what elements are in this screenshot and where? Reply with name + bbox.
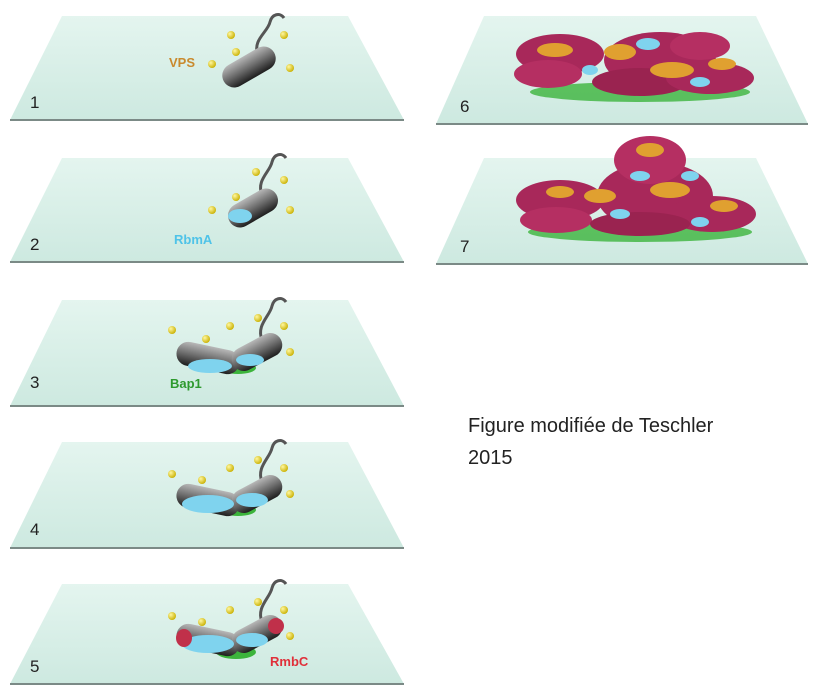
figure-caption: Figure modifiée de Teschler 2015 bbox=[468, 410, 808, 474]
label-vps: VPS bbox=[169, 55, 195, 70]
surface-plane-1 bbox=[10, 16, 404, 120]
vps-particles-4 bbox=[168, 456, 294, 498]
caption-line-1: Figure modifiée de Teschler bbox=[468, 415, 714, 437]
label-rmbc: RmbC bbox=[270, 654, 309, 669]
panel-7: 7 bbox=[436, 136, 808, 265]
flagellum-4 bbox=[259, 439, 288, 483]
panel-number-4: 4 bbox=[30, 520, 39, 539]
panel-number-2: 2 bbox=[30, 235, 39, 254]
rbma-coating-3b bbox=[236, 354, 264, 366]
panel-1: 1 VPS bbox=[10, 13, 404, 121]
flagellum-3 bbox=[259, 297, 288, 341]
vps-particles-5 bbox=[168, 598, 294, 640]
rmbc-cap-5b bbox=[268, 618, 284, 634]
flagellum-5 bbox=[259, 579, 288, 623]
biofilm-cluster-7 bbox=[516, 136, 756, 236]
vps-particles-3 bbox=[168, 314, 294, 356]
flagellum-1 bbox=[255, 13, 286, 56]
panel-number-3: 3 bbox=[30, 373, 39, 392]
panel-2: 2 RbmA bbox=[10, 153, 404, 263]
label-rbma: RbmA bbox=[174, 232, 213, 247]
panel-3: 3 Bap1 bbox=[10, 297, 404, 407]
label-bap1: Bap1 bbox=[170, 376, 202, 391]
panel-number-7: 7 bbox=[460, 237, 469, 256]
surface-plane-2 bbox=[10, 158, 404, 262]
vps-particles-2 bbox=[208, 168, 294, 214]
vps-particles-1 bbox=[208, 31, 294, 72]
panel-number-5: 5 bbox=[30, 657, 39, 676]
rbma-coating-3a bbox=[188, 359, 232, 373]
bacterium-cell-1 bbox=[222, 46, 276, 88]
caption-line-2: 2015 bbox=[468, 447, 513, 469]
panel-4: 4 bbox=[10, 439, 404, 549]
rbma-coating-5b bbox=[236, 633, 268, 647]
rbma-coating-2 bbox=[228, 209, 252, 223]
panel-number-6: 6 bbox=[460, 97, 469, 116]
panel-number-1: 1 bbox=[30, 93, 39, 112]
rbma-coating-4a bbox=[182, 495, 234, 513]
rbma-coating-5a bbox=[182, 635, 234, 653]
panel-5: 5 RmbC bbox=[10, 579, 404, 685]
flagellum-2 bbox=[259, 153, 288, 196]
biofilm-cluster-6 bbox=[514, 32, 754, 96]
rbma-coating-4b bbox=[236, 493, 268, 507]
rmbc-cap-5a bbox=[176, 629, 192, 647]
panel-6: 6 bbox=[436, 16, 808, 125]
